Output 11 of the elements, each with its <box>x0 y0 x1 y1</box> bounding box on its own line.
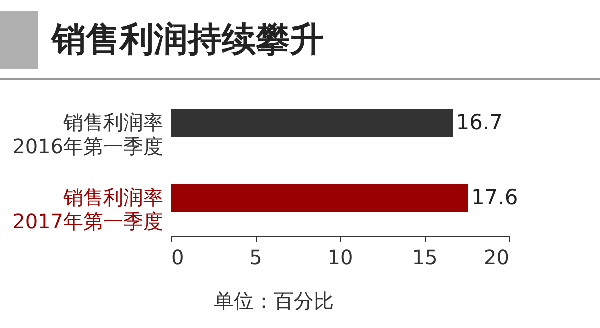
chart-title: 销售利润持续攀升 <box>52 19 324 62</box>
x-tick-label: 5 <box>250 246 262 270</box>
x-tick-label: 10 <box>328 246 354 270</box>
x-tick-label: 0 <box>172 246 184 270</box>
text: 单位：百分比 <box>214 288 334 315</box>
y-tick-label: 销售利润率 2017年第一季度 <box>12 186 164 234</box>
y-tick-label: 销售利润率 2016年第一季度 <box>12 110 164 158</box>
data-label: 16.7 <box>456 110 503 134</box>
data-label: 17.6 <box>471 186 518 210</box>
x-tick-label: 15 <box>412 246 438 270</box>
x-tick-label: 20 <box>484 246 510 270</box>
